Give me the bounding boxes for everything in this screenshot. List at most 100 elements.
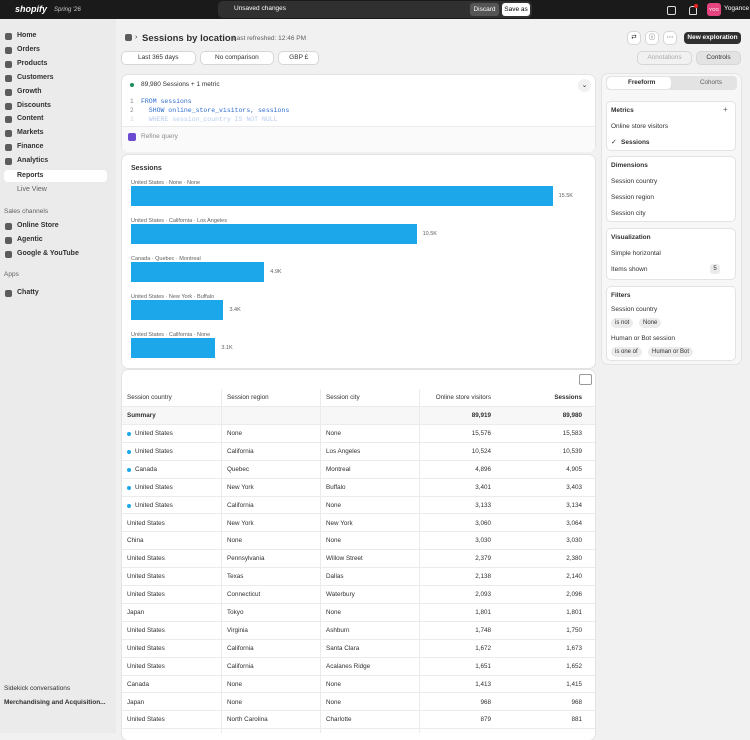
nav-item[interactable]: Analytics: [17, 157, 49, 165]
filter-op[interactable]: is not: [611, 318, 634, 328]
table-cell: 3,133: [475, 501, 491, 509]
table-cell: North Carolina: [227, 716, 268, 724]
swap-button[interactable]: ⇄: [628, 32, 640, 44]
channel-item[interactable]: Google & YouTube: [17, 250, 79, 257]
nav-icon: [5, 74, 12, 82]
value-label: 15.5K: [558, 193, 573, 199]
bar: [131, 186, 553, 206]
add-button[interactable]: +: [723, 105, 728, 114]
table-cell: Santa Clara: [326, 644, 360, 652]
bar-label: Canada · Quebec · Montreal: [131, 256, 201, 262]
more-button[interactable]: ⋯: [664, 32, 676, 44]
series-dot: [127, 432, 131, 436]
channel-item[interactable]: Online Store: [17, 222, 59, 229]
dimension[interactable]: Session country: [611, 178, 658, 185]
filter-name[interactable]: Session country: [611, 306, 658, 313]
viz-type[interactable]: Simple horizontal: [611, 250, 661, 257]
store-name[interactable]: Yogance: [724, 5, 750, 12]
channel-icon: [5, 223, 12, 230]
tab[interactable]: Cohorts: [700, 79, 723, 86]
collapse-button[interactable]: ⌄: [578, 79, 591, 92]
table-cell: 2,140: [566, 573, 582, 581]
nav-item[interactable]: Customers: [17, 73, 54, 81]
table-cell: United States: [127, 644, 165, 652]
nav-item[interactable]: Markets: [17, 129, 44, 137]
table-cell: Acalanes Ridge: [326, 662, 371, 670]
annotations-button[interactable]: Annotations: [638, 52, 691, 64]
metric[interactable]: Online store visitors: [611, 123, 669, 130]
filter-button[interactable]: GBP £: [279, 52, 319, 64]
info-button[interactable]: ⓘ: [646, 32, 658, 44]
save-button[interactable]: Save as: [502, 3, 530, 16]
discard-button[interactable]: Discard: [470, 3, 499, 16]
section-title: Dimensions: [611, 162, 648, 169]
tab[interactable]: Freeform: [628, 79, 656, 86]
channel-item[interactable]: Agentic: [17, 236, 43, 243]
sidekick-item[interactable]: Sidekick conversations: [4, 685, 71, 692]
row: [122, 407, 595, 425]
bar-label: United States · California · Los Angeles: [131, 218, 227, 224]
bar: [131, 262, 265, 282]
store-icon[interactable]: [667, 6, 676, 15]
nav-icon: [5, 116, 12, 124]
refine-input[interactable]: Refine query: [141, 133, 178, 140]
avatar[interactable]: YOG: [707, 3, 721, 16]
sidebar-bg: [0, 19, 116, 733]
metric[interactable]: Sessions: [621, 139, 650, 146]
section-title: Metrics: [611, 107, 634, 114]
nav-icon: [5, 33, 12, 40]
nav-item[interactable]: Discounts: [17, 101, 51, 109]
filter-button[interactable]: No comparison: [200, 52, 274, 64]
column-divider: [419, 389, 420, 733]
new-exploration-button[interactable]: New exploration: [684, 32, 741, 44]
nav-item[interactable]: Finance: [17, 143, 44, 151]
series-dot: [127, 503, 131, 508]
nav-item[interactable]: Home: [17, 32, 37, 39]
sidekick-item[interactable]: Merchandising and Acquisition...: [4, 699, 106, 706]
section-label[interactable]: Apps: [4, 271, 19, 278]
dimension[interactable]: Session region: [611, 194, 654, 201]
table-cell: United States: [127, 662, 165, 670]
table-cell: 3,134: [566, 501, 582, 509]
nav-item[interactable]: Growth: [17, 87, 42, 95]
column-header: Session region: [227, 394, 269, 401]
nav-icon: [5, 102, 12, 110]
nav-item[interactable]: Products: [17, 59, 48, 67]
dimension[interactable]: Session city: [611, 210, 646, 217]
table-cell: 3,030: [475, 537, 491, 545]
row: [122, 568, 595, 587]
controls-button[interactable]: Controls: [697, 52, 740, 64]
table-cell: United States: [127, 591, 165, 599]
table-cell: California: [227, 644, 254, 652]
filter-value[interactable]: Human or Bot: [648, 347, 694, 357]
nav-subitem[interactable]: Live View: [17, 185, 47, 193]
table-cell: None: [227, 698, 243, 706]
stepper-value[interactable]: 5: [710, 264, 720, 274]
table-cell: None: [227, 680, 243, 688]
summary-cell: 89,919: [471, 412, 491, 419]
items-label[interactable]: Items shown: [611, 266, 648, 273]
table-cell: None: [326, 609, 342, 616]
filter-name[interactable]: Human or Bot session: [611, 335, 675, 342]
table-cell: Japan: [127, 609, 145, 616]
column-header: Online store visitors: [435, 394, 491, 401]
column-header: Session city: [326, 394, 360, 401]
table-cell: 1,801: [566, 609, 582, 616]
table-settings[interactable]: [579, 374, 592, 385]
filter-value[interactable]: None: [639, 318, 662, 328]
app-item[interactable]: Chatty: [17, 289, 39, 296]
nav-icon: [5, 144, 12, 152]
section-label[interactable]: Sales channels: [4, 208, 49, 215]
nav-icon: [5, 158, 12, 166]
table-cell: 15,583: [562, 430, 582, 437]
bell-icon[interactable]: [689, 6, 697, 15]
table-cell: 2,138: [475, 573, 491, 581]
nav-item[interactable]: Orders: [17, 45, 40, 53]
table-cell: Waterbury: [326, 591, 355, 599]
nav-item[interactable]: Content: [17, 115, 44, 123]
brand[interactable]: shopify: [15, 4, 48, 14]
table-cell: 879: [480, 716, 491, 724]
nav-subitem[interactable]: Reports: [17, 172, 44, 179]
filter-op[interactable]: is one of: [611, 347, 642, 357]
filter-button[interactable]: Last 365 days: [122, 52, 195, 64]
